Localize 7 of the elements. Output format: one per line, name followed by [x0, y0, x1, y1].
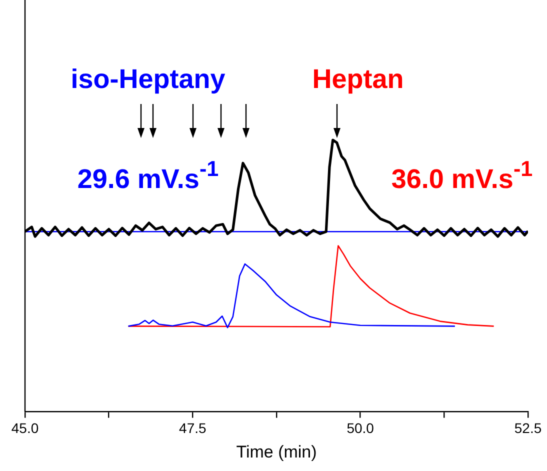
text: Heptan [312, 64, 404, 94]
text: iso-Heptany [70, 64, 226, 94]
x-tick-label: 45.0 [11, 420, 39, 436]
x-tick-label: 50.0 [346, 420, 374, 436]
x-tick-label: 47.5 [179, 420, 207, 436]
x-axis-title: Time (min) [236, 442, 317, 462]
x-tick-label: 52.5 [514, 420, 542, 436]
